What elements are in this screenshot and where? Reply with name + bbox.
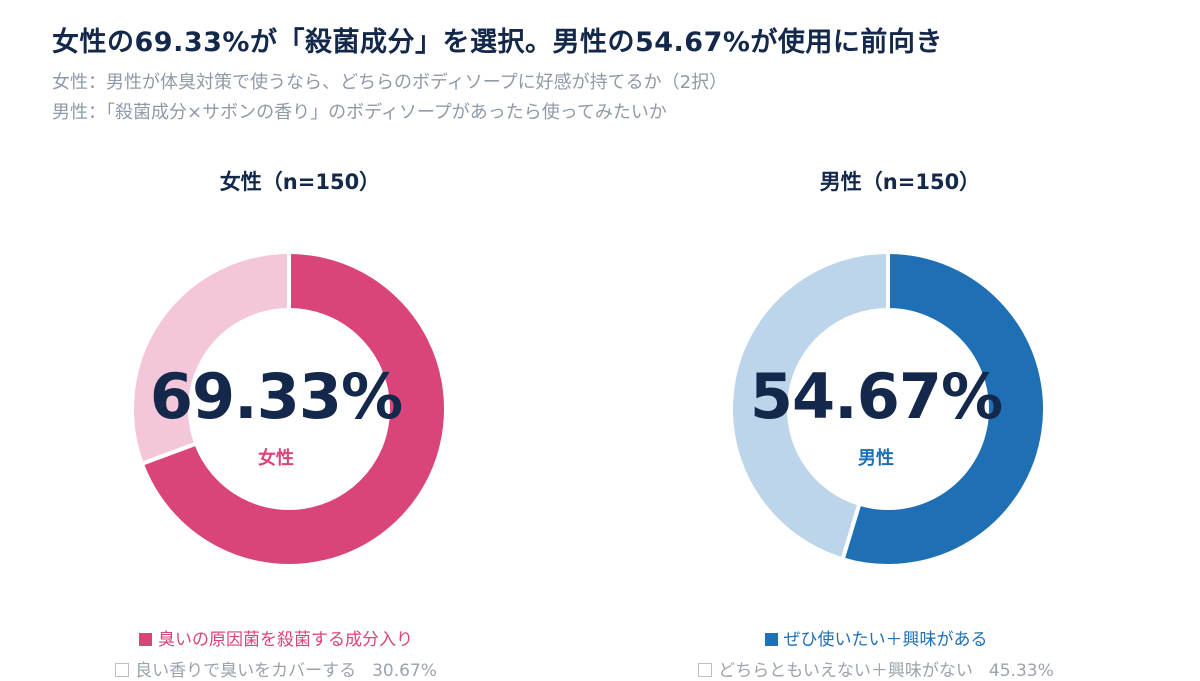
women-chart-title: 女性（n=150） [219,170,381,194]
women-legend-label-main: 臭いの原因菌を殺菌する成分入り [158,630,413,650]
women-donut-chart [130,250,448,568]
women-legend-label-other: 良い香りで臭いをカバーする [135,661,357,681]
subtitle-women: 女性：男性が体臭対策で使うなら、どちらのボディソープに好感が持てるか（2択） [52,72,728,93]
page-title: 女性の69.33%が「殺菌成分」を選択。男性の54.67%が使用に前向き [52,27,943,58]
men-donut-slice-2 [729,250,890,562]
women-donut-slice-2 [130,250,291,467]
women-center-percentage: 69.33% [149,360,403,433]
men-donut-chart [729,250,1047,568]
women-donut-slice-1 [139,250,448,568]
men-center-label: 男性 [858,448,894,469]
men-legend-item-main: ぜひ使いたい＋興味がある [576,625,1176,650]
men-donut-slice-1 [840,250,1047,568]
men-legend-swatch-main [764,633,778,646]
men-center-percentage: 54.67% [749,360,1003,433]
women-legend-item-main: 臭いの原因菌を殺菌する成分入り [0,625,576,650]
women-chart-panel: 女性（n=150） 69.33% 女性 臭いの原因菌を殺菌する成分入り 良い香り… [0,160,600,681]
subtitle-men: 男性：「殺菌成分×サボンの香り」のボディソープがあったら使ってみたいか [52,102,667,123]
men-legend-label-other: どちらともいえない＋興味がない [718,661,973,681]
women-legend-item-other: 良い香りで臭いをカバーする 30.67% [0,656,576,681]
men-legend-label-main: ぜひ使いたい＋興味がある [783,630,988,650]
men-chart-title: 男性（n=150） [819,170,981,194]
women-legend-value-other: 30.67% [372,661,437,681]
men-legend-value-other: 45.33% [988,661,1054,681]
men-chart-panel: 男性（n=150） 54.67% 男性 ぜひ使いたい＋興味がある どちらともいえ… [600,160,1200,681]
men-legend-item-other: どちらともいえない＋興味がない 45.33% [576,656,1176,681]
women-center-label: 女性 [258,448,294,469]
women-legend-swatch-main [139,633,152,646]
